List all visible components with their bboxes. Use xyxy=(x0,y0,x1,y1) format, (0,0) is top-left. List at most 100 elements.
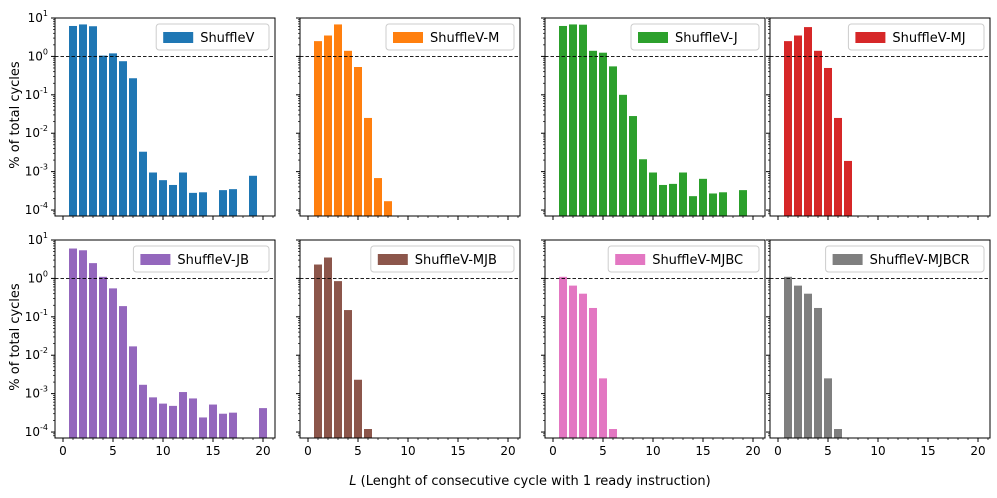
bar xyxy=(89,26,97,216)
legend-swatch xyxy=(832,254,863,265)
y-tick-base: 10 xyxy=(25,387,40,401)
legend-label: ShuffleV-MJBCR xyxy=(870,253,970,268)
legend: ShuffleV xyxy=(155,23,270,51)
legend-box xyxy=(847,23,985,51)
bar xyxy=(189,398,197,438)
y-axis-label-bottom: % of total cycles xyxy=(8,283,23,391)
legend-label: ShuffleV-M xyxy=(430,31,499,46)
bar xyxy=(199,192,207,216)
axes-frame xyxy=(544,17,766,217)
bar xyxy=(109,53,117,217)
y-tick-label: 10-2 xyxy=(25,346,48,362)
y-tick-base: 10 xyxy=(25,348,40,362)
bar xyxy=(609,66,617,216)
legend: ShuffleV-MJBC xyxy=(607,245,760,273)
subplot-shufflev-mj: ShuffleV-MJ xyxy=(766,17,991,220)
subplot-shufflev-mjbc: 0 5 10 15 20 ShuffleV-MJBC xyxy=(541,239,766,458)
y-tick-exponent: -4 xyxy=(40,201,48,210)
y-tick-base: 10 xyxy=(25,425,40,439)
x-tick-label: 10 xyxy=(155,444,170,458)
x-tick-label: 0 xyxy=(549,444,557,458)
bar xyxy=(199,417,207,438)
x-tick-label: 15 xyxy=(695,444,710,458)
bar xyxy=(804,27,812,217)
legend-box xyxy=(385,23,515,51)
bar xyxy=(99,276,107,438)
x-tick-label: 20 xyxy=(500,444,515,458)
x-tick-label: 5 xyxy=(354,444,362,458)
legend: ShuffleV-JB xyxy=(132,245,270,273)
bar xyxy=(69,25,77,216)
bar xyxy=(139,151,147,216)
bar xyxy=(599,378,607,438)
y-tick-exponent: -4 xyxy=(40,423,48,432)
legend-swatch xyxy=(163,32,194,43)
bar xyxy=(794,35,802,217)
bar xyxy=(609,429,617,438)
bar xyxy=(579,293,587,438)
bar xyxy=(354,379,362,438)
axes-frame xyxy=(544,239,766,439)
subplot-shufflev-m: ShuffleV-M xyxy=(296,17,521,220)
y-tick-label: 10-3 xyxy=(25,163,48,179)
x-tick-label: 5 xyxy=(824,444,832,458)
bar xyxy=(99,55,107,216)
bar xyxy=(69,248,77,438)
bar xyxy=(559,276,567,438)
axes-frame xyxy=(54,239,276,439)
x-axis-label: L (Lenght of consecutive cycle with 1 re… xyxy=(349,474,711,489)
y-tick-exponent: 1 xyxy=(43,9,48,18)
y-tick-exponent: 0 xyxy=(43,47,48,56)
legend-box xyxy=(825,245,985,273)
bar xyxy=(129,78,137,216)
y-tick-base: 10 xyxy=(25,126,40,140)
legend-swatch xyxy=(140,254,171,265)
axes-frame xyxy=(769,17,991,217)
x-tick-label: 0 xyxy=(774,444,782,458)
legend-box xyxy=(607,245,760,273)
bar xyxy=(589,50,597,216)
y-axis-label-top: % of total cycles xyxy=(8,61,23,169)
legend-label: ShuffleV xyxy=(200,31,254,46)
bar xyxy=(619,94,627,216)
y-tick-exponent: -3 xyxy=(40,385,48,394)
bar xyxy=(659,184,667,216)
bar xyxy=(119,61,127,217)
axes-frame xyxy=(299,17,521,217)
subplot-shufflev-mjb: 0 5 10 15 20 ShuffleV-MJB xyxy=(296,239,521,458)
bar xyxy=(259,408,267,438)
bar xyxy=(639,159,647,216)
y-tick-exponent: -2 xyxy=(40,346,48,355)
bar xyxy=(374,178,382,216)
legend: ShuffleV-MJB xyxy=(370,245,515,273)
bar xyxy=(179,172,187,216)
bar xyxy=(249,175,257,216)
bar xyxy=(629,116,637,216)
bar xyxy=(139,384,147,438)
y-tick-base: 10 xyxy=(25,203,40,217)
bar xyxy=(179,392,187,438)
legend-swatch xyxy=(377,254,408,265)
bar xyxy=(804,293,812,438)
bar xyxy=(599,52,607,216)
bar xyxy=(579,24,587,217)
bar xyxy=(784,41,792,216)
subplot-shufflev-j: ShuffleV-J xyxy=(541,17,766,220)
bar xyxy=(569,285,577,438)
bar xyxy=(364,117,372,216)
bar xyxy=(344,50,352,216)
x-tick-label: 5 xyxy=(599,444,607,458)
bar xyxy=(79,250,87,438)
x-tick-label: 0 xyxy=(59,444,67,458)
legend-label: ShuffleV-MJB xyxy=(415,253,497,268)
y-tick-base: 10 xyxy=(28,49,43,63)
bar xyxy=(689,196,697,216)
bar xyxy=(834,117,842,216)
bar xyxy=(814,50,822,216)
bar xyxy=(794,285,802,438)
bar xyxy=(719,192,727,216)
legend-box xyxy=(155,23,270,51)
y-tick-exponent: -2 xyxy=(40,124,48,133)
x-tick-label: 15 xyxy=(205,444,220,458)
bar xyxy=(189,192,197,216)
